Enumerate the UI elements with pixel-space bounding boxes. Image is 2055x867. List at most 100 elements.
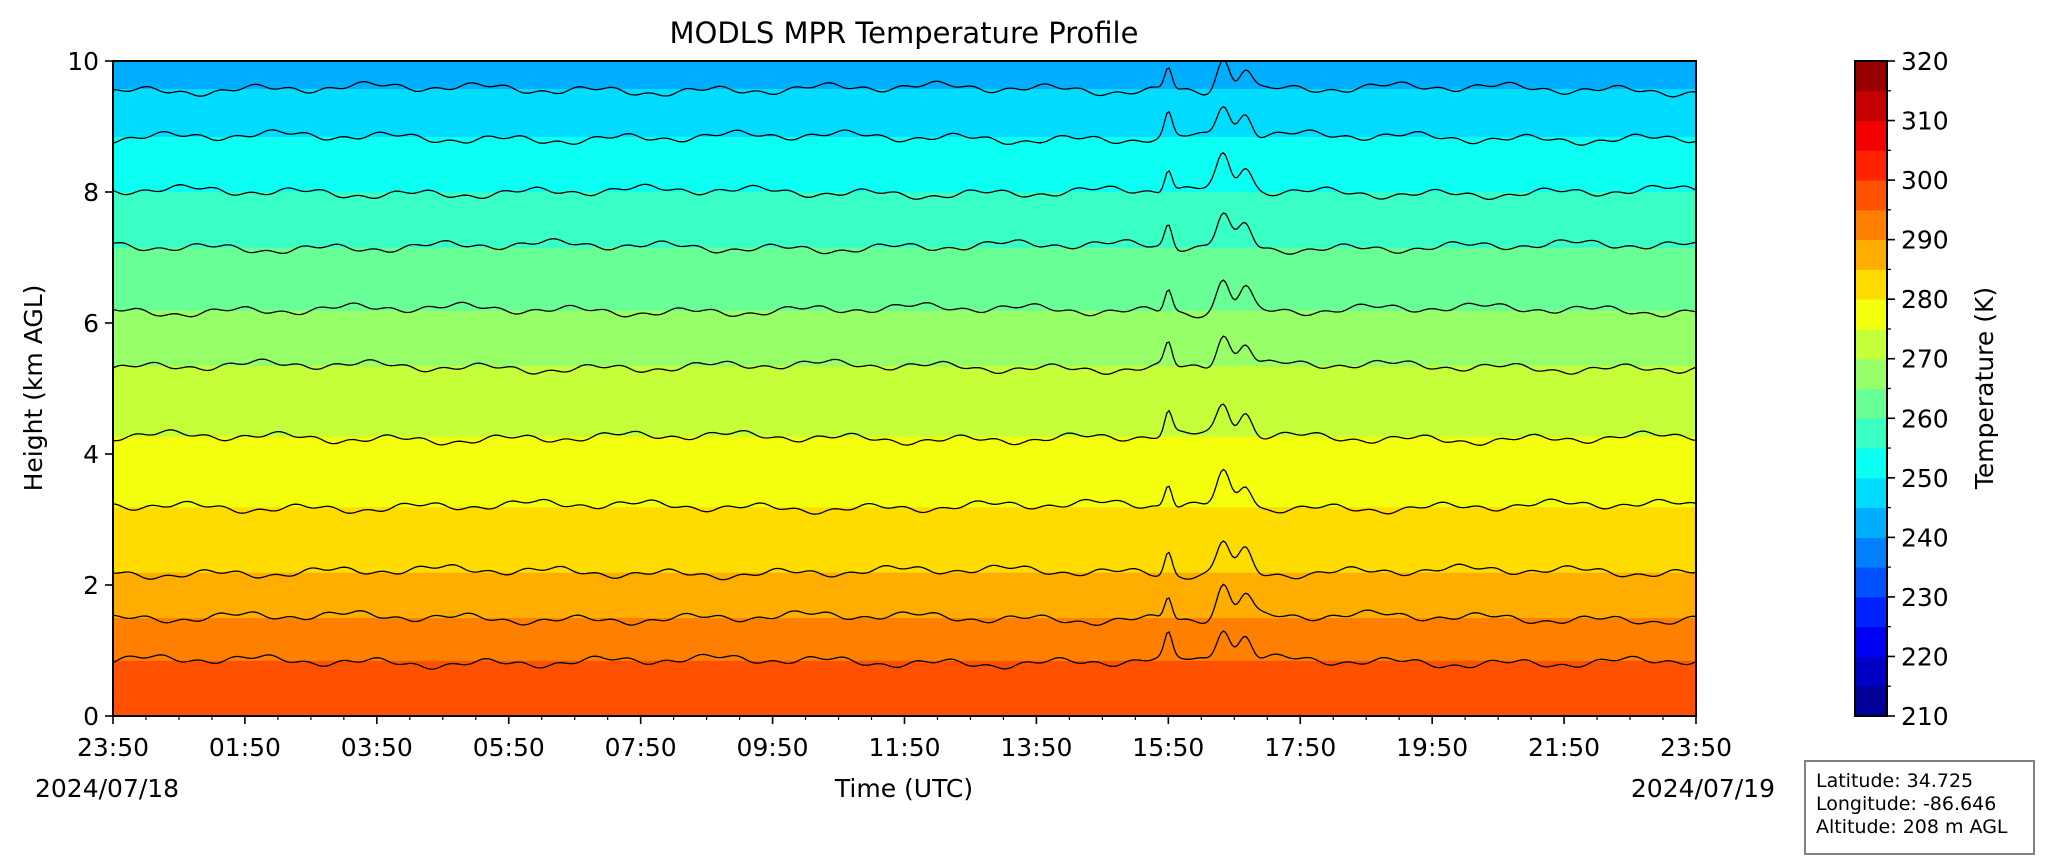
temperature-bands bbox=[113, 61, 1696, 716]
temperature-band bbox=[113, 365, 1696, 369]
temperature-band bbox=[113, 413, 1696, 417]
temperature-band bbox=[113, 660, 1696, 664]
temperature-band bbox=[113, 181, 1696, 185]
temperature-band bbox=[113, 123, 1696, 127]
temperature-band bbox=[113, 206, 1696, 210]
colorbar-band bbox=[1855, 61, 1887, 92]
isotherm-line bbox=[113, 468, 1696, 515]
temperature-band bbox=[113, 448, 1696, 452]
x-tick-label: 19:50 bbox=[1396, 733, 1468, 762]
temperature-band bbox=[113, 383, 1696, 387]
temperature-band bbox=[113, 438, 1696, 442]
x-tick-label: 09:50 bbox=[737, 733, 809, 762]
colorbar-bands bbox=[1855, 61, 1887, 717]
temperature-band bbox=[113, 138, 1696, 142]
temperature-band bbox=[113, 415, 1696, 420]
isotherm-line bbox=[113, 583, 1696, 626]
temperature-band bbox=[113, 264, 1696, 268]
temperature-band bbox=[113, 635, 1696, 639]
temperature-band bbox=[113, 559, 1696, 563]
temperature-band bbox=[113, 642, 1696, 646]
colorbar-band bbox=[1855, 477, 1887, 509]
colorbar-band bbox=[1855, 150, 1887, 181]
isotherm-line bbox=[113, 105, 1696, 146]
temperature-band bbox=[113, 395, 1696, 399]
temperature-band bbox=[113, 705, 1696, 709]
temperature-band bbox=[113, 574, 1696, 578]
temperature-band bbox=[113, 204, 1696, 208]
temperature-band bbox=[113, 211, 1696, 215]
temperature-band bbox=[113, 131, 1696, 135]
colorbar-tick-label: 300 bbox=[1901, 166, 1949, 195]
temperature-band bbox=[113, 685, 1696, 689]
temperature-band bbox=[113, 244, 1696, 248]
temperature-band bbox=[113, 357, 1696, 362]
y-tick-label: 6 bbox=[83, 309, 99, 338]
temperature-band bbox=[113, 98, 1696, 102]
y-axis-label: Height (km AGL) bbox=[19, 285, 48, 492]
temperature-band bbox=[113, 111, 1696, 115]
colorbar-band bbox=[1855, 180, 1887, 211]
temperature-band bbox=[113, 83, 1696, 87]
temperature-band bbox=[113, 75, 1696, 79]
temperature-band bbox=[113, 378, 1696, 382]
temperature-band bbox=[113, 441, 1696, 445]
colorbar-band bbox=[1855, 567, 1887, 598]
temperature-band bbox=[113, 652, 1696, 656]
temperature-band bbox=[113, 423, 1696, 427]
temperature-band bbox=[113, 453, 1696, 457]
temperature-band bbox=[113, 169, 1696, 173]
temperature-band bbox=[113, 88, 1696, 92]
temperature-band bbox=[113, 176, 1696, 180]
temperature-band bbox=[113, 370, 1696, 374]
temperature-band bbox=[113, 420, 1696, 425]
temperature-band bbox=[113, 61, 1696, 64]
temperature-band bbox=[113, 247, 1696, 251]
temperature-band bbox=[113, 249, 1696, 253]
temperature-band bbox=[113, 486, 1696, 490]
temperature-band bbox=[113, 625, 1696, 629]
y-tick-label: 2 bbox=[83, 571, 99, 600]
temperature-band bbox=[113, 436, 1696, 440]
temperature-band bbox=[113, 113, 1696, 117]
temperature-band bbox=[113, 577, 1696, 581]
colorbar-tick-label: 240 bbox=[1901, 523, 1949, 552]
temperature-band bbox=[113, 95, 1696, 100]
temperature-band bbox=[113, 710, 1696, 714]
temperature-band bbox=[113, 284, 1696, 289]
chart-title: MODLS MPR Temperature Profile bbox=[670, 16, 1139, 50]
temperature-band bbox=[113, 272, 1696, 276]
temperature-band bbox=[113, 196, 1696, 200]
isotherm-line bbox=[113, 212, 1696, 255]
temperature-band bbox=[113, 166, 1696, 170]
temperature-band bbox=[113, 136, 1696, 140]
colorbar-band bbox=[1855, 596, 1887, 628]
temperature-band bbox=[113, 514, 1696, 518]
temperature-band bbox=[113, 315, 1696, 319]
colorbar-band bbox=[1855, 448, 1887, 479]
temperature-band bbox=[113, 153, 1696, 158]
temperature-band bbox=[113, 554, 1696, 558]
temperature-band bbox=[113, 292, 1696, 296]
temperature-band bbox=[113, 458, 1696, 462]
temperature-band bbox=[113, 650, 1696, 654]
temperature-band bbox=[113, 312, 1696, 316]
isotherm-line bbox=[113, 630, 1696, 670]
temperature-band bbox=[113, 592, 1696, 596]
temperature-band bbox=[113, 428, 1696, 432]
temperature-band bbox=[113, 163, 1696, 168]
y-axis: 0 2 4 6 8 10 bbox=[67, 47, 113, 731]
colorbar-band bbox=[1855, 686, 1887, 717]
temperature-band bbox=[113, 277, 1696, 281]
temperature-band bbox=[113, 632, 1696, 636]
isotherm-line bbox=[113, 61, 1696, 98]
colorbar-tick-label: 260 bbox=[1901, 404, 1949, 433]
temperature-band bbox=[113, 80, 1696, 84]
temperature-band bbox=[113, 494, 1696, 498]
temperature-band bbox=[113, 599, 1696, 603]
temperature-band bbox=[113, 128, 1696, 132]
temperature-band bbox=[113, 214, 1696, 218]
colorbar-tick-label: 310 bbox=[1901, 107, 1949, 136]
temperature-band bbox=[113, 400, 1696, 404]
temperature-band bbox=[113, 332, 1696, 336]
